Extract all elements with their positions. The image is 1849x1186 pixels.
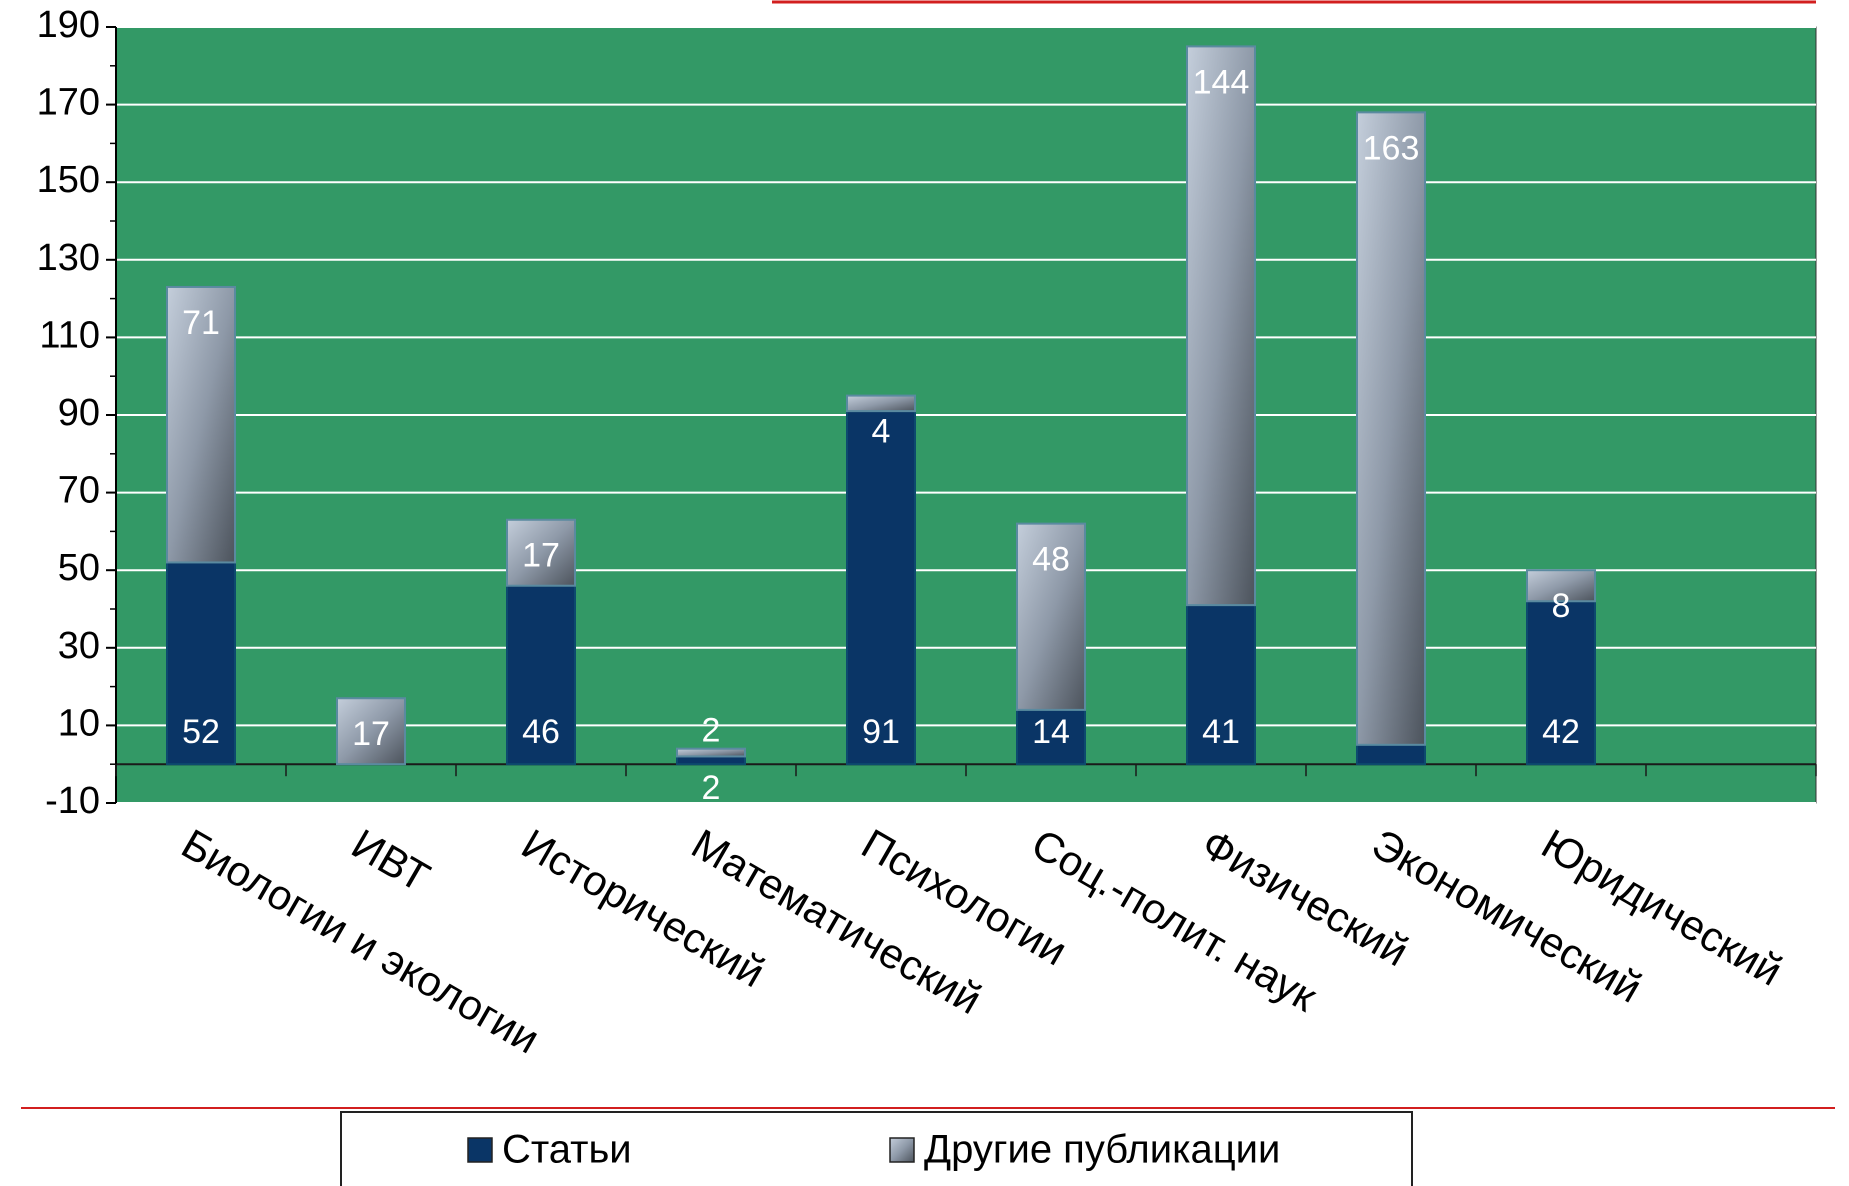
bar-segment — [1016, 522, 1086, 711]
legend-box — [340, 1111, 1413, 1186]
y-tick-label: 110 — [39, 314, 100, 356]
data-label: 42 — [1542, 713, 1580, 751]
x-tick-label: Математический — [684, 820, 989, 1023]
bar-segment — [676, 755, 746, 766]
bar-segment — [1016, 708, 1086, 766]
legend-swatch — [889, 1137, 915, 1163]
data-label: 4 — [872, 413, 891, 451]
data-label: 52 — [182, 713, 220, 751]
data-label: 163 — [1363, 129, 1420, 167]
data-label: 2 — [702, 712, 721, 750]
bar-segment — [1526, 600, 1596, 766]
bar-segment — [336, 697, 406, 766]
data-label: 144 — [1193, 63, 1250, 101]
y-tick-label: 10 — [58, 702, 100, 744]
y-tick-label: 170 — [37, 82, 100, 124]
bar-segment — [846, 394, 916, 413]
data-label: 14 — [1032, 713, 1070, 751]
y-tick-label: 150 — [37, 159, 100, 201]
data-label: 71 — [182, 304, 220, 342]
bar-segment — [846, 410, 916, 766]
bar-segment — [506, 518, 576, 587]
bar-segment — [166, 561, 236, 766]
bar-segment — [1186, 45, 1256, 607]
data-label: 17 — [522, 537, 560, 575]
bar-segment — [166, 285, 236, 564]
bar-segment — [1356, 111, 1426, 746]
bar-segment — [506, 584, 576, 766]
y-tick-label: 30 — [58, 625, 100, 667]
y-tick-label: 190 — [37, 4, 100, 46]
data-label: 91 — [862, 713, 900, 751]
data-label: 2 — [702, 769, 721, 807]
data-label: 41 — [1202, 713, 1240, 751]
data-label: 46 — [522, 713, 560, 751]
y-tick-label: 90 — [58, 392, 100, 434]
x-tick-label: Соц.-полит. наук — [1024, 820, 1325, 1021]
y-tick-label: 70 — [58, 470, 100, 512]
y-tick-label: 130 — [37, 237, 100, 279]
legend-swatch — [467, 1137, 493, 1163]
legend-label: Статьи — [502, 1128, 632, 1172]
bar-segment — [1526, 569, 1596, 603]
data-label: 48 — [1032, 541, 1070, 579]
bar-segment — [1186, 604, 1256, 766]
y-tick-label: 50 — [58, 547, 100, 589]
data-label: 8 — [1552, 587, 1571, 625]
data-label: 17 — [352, 715, 390, 753]
bar-segment — [676, 747, 746, 758]
x-tick-label: ИВТ — [344, 820, 438, 901]
y-tick-label: -10 — [45, 780, 100, 822]
legend-label: Другие публикации — [924, 1128, 1280, 1172]
